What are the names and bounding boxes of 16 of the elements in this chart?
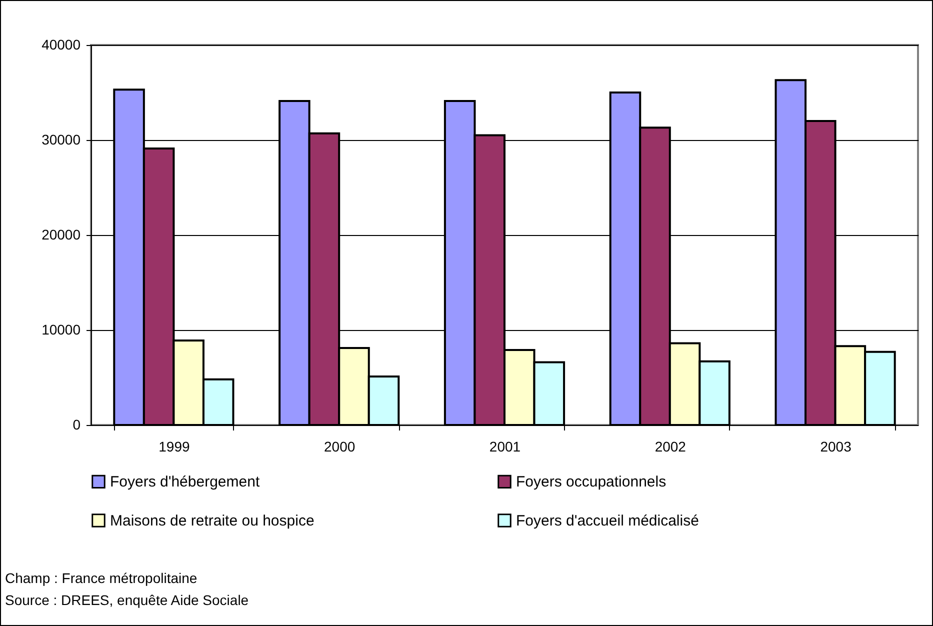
y-tick-label: 0 [72, 416, 81, 432]
y-tick-label: 20000 [42, 226, 81, 242]
y-tick-label: 10000 [42, 322, 81, 338]
y-tick-label: 30000 [42, 132, 81, 148]
y-tick-label: 40000 [42, 36, 81, 52]
x-tick-label: 2000 [324, 438, 356, 454]
legend-label: Maisons de retraite ou hospice [110, 512, 314, 530]
x-tick-label: 2001 [489, 438, 521, 454]
x-tick-label: 2003 [820, 438, 852, 454]
legend-label: Foyers occupationnels [516, 474, 666, 491]
text: Champ : France métropolitaine [5, 569, 198, 588]
legend-label: Foyers d'accueil médicalisé [516, 512, 699, 530]
x-tick-label: 2002 [654, 438, 686, 454]
legend-label: Foyers d'hébergement [110, 474, 260, 491]
x-tick-label: 1999 [158, 438, 190, 454]
source-note: Source : DREES, enquête Aide Sociale [5, 591, 249, 610]
